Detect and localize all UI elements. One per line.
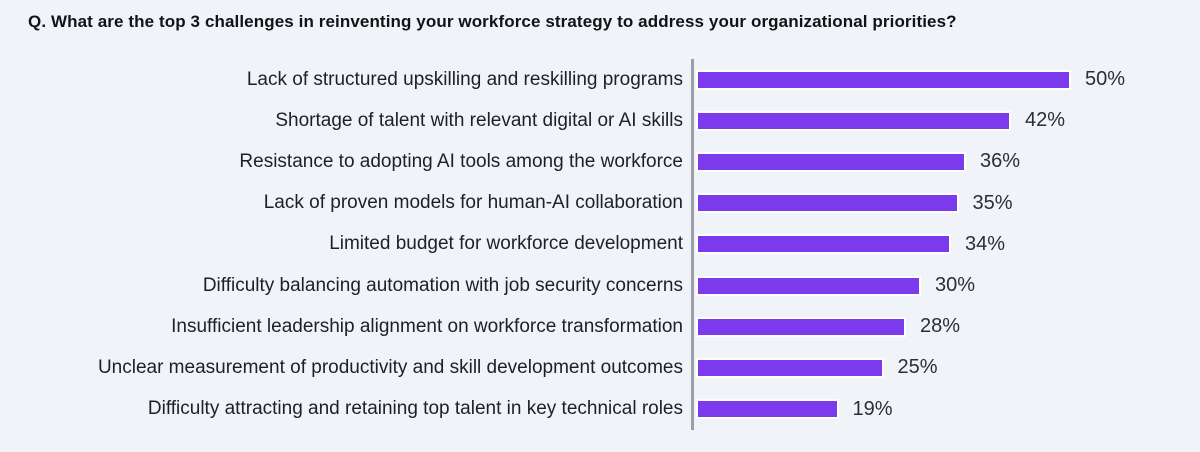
value-label: 35% <box>972 191 1013 214</box>
category-label: Lack of structured upskilling and reskil… <box>246 68 683 90</box>
value-label: 34% <box>965 232 1006 255</box>
chart-question-title: Q. What are the top 3 challenges in rein… <box>28 12 957 31</box>
value-label: 19% <box>852 397 893 420</box>
category-label: Insufficient leadership alignment on wor… <box>171 315 683 337</box>
chart-row: Lack of proven models for human-AI colla… <box>0 183 1200 224</box>
bar <box>696 275 921 296</box>
bar <box>696 316 906 337</box>
chart-row: Shortage of talent with relevant digital… <box>0 100 1200 141</box>
value-label: 25% <box>897 356 938 379</box>
category-label: Limited budget for workforce development <box>329 233 683 255</box>
bar <box>696 151 966 172</box>
category-label: Difficulty attracting and retaining top … <box>147 398 683 420</box>
category-label: Resistance to adopting AI tools among th… <box>239 150 683 172</box>
chart-row: Resistance to adopting AI tools among th… <box>0 141 1200 182</box>
bar <box>696 110 1011 131</box>
category-label: Unclear measurement of productivity and … <box>97 356 683 378</box>
bar <box>696 357 884 378</box>
y-axis-line <box>691 59 694 430</box>
value-label: 42% <box>1025 109 1066 132</box>
chart-row: Unclear measurement of productivity and … <box>0 347 1200 388</box>
bar-area: 35% <box>692 192 1200 215</box>
chart-row: Insufficient leadership alignment on wor… <box>0 306 1200 347</box>
bar <box>696 399 839 420</box>
category-label: Lack of proven models for human-AI colla… <box>263 192 683 214</box>
bar-area: 34% <box>692 233 1200 256</box>
bar-area: 50% <box>692 68 1200 91</box>
value-label: 30% <box>935 274 976 297</box>
chart-row: Difficulty balancing automation with job… <box>0 265 1200 306</box>
category-label: Shortage of talent with relevant digital… <box>275 109 683 131</box>
value-label: 36% <box>980 150 1021 173</box>
chart-row: Limited budget for workforce development… <box>0 224 1200 265</box>
chart-rows: Lack of structured upskilling and reskil… <box>0 59 1200 430</box>
horizontal-bar-chart: Lack of structured upskilling and reskil… <box>0 59 1200 430</box>
bar-area: 30% <box>692 274 1200 297</box>
chart-row: Difficulty attracting and retaining top … <box>0 389 1200 430</box>
bar-area: 25% <box>692 356 1200 379</box>
bar-area: 42% <box>692 109 1200 132</box>
bar-area: 19% <box>692 398 1200 421</box>
bar-area: 36% <box>692 150 1200 173</box>
value-label: 28% <box>920 315 961 338</box>
bar <box>696 193 959 214</box>
bar-area: 28% <box>692 315 1200 338</box>
value-label: 50% <box>1085 68 1126 91</box>
bar <box>696 69 1071 90</box>
chart-row: Lack of structured upskilling and reskil… <box>0 59 1200 100</box>
category-label: Difficulty balancing automation with job… <box>202 274 683 296</box>
bar <box>696 234 951 255</box>
